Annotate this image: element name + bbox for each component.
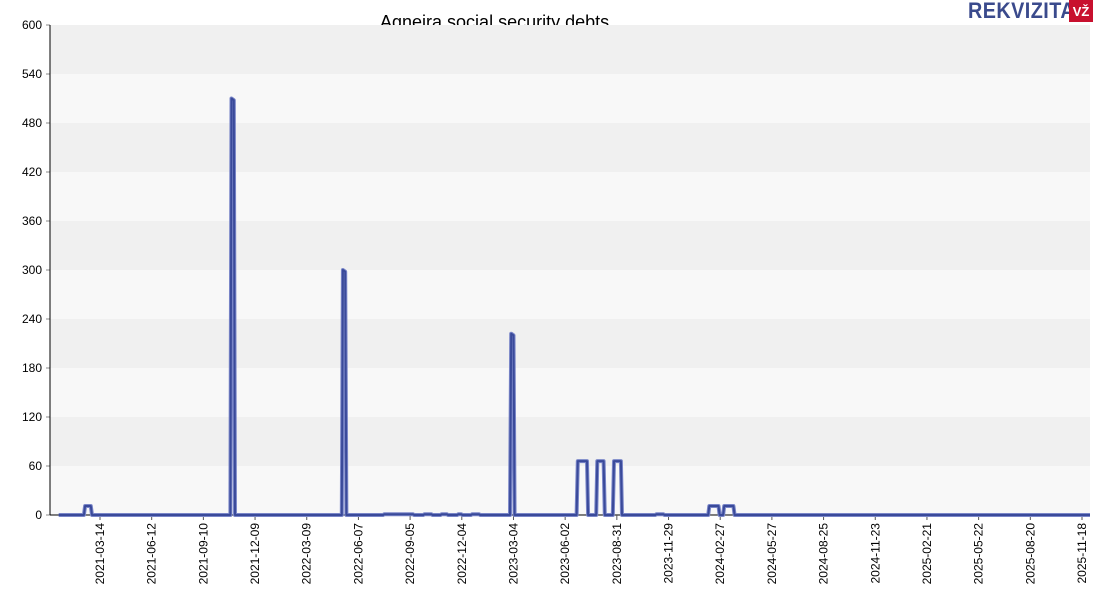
- grid-band: [50, 466, 1090, 515]
- series-line: [58, 97, 1090, 516]
- y-tick-label: 180: [22, 361, 42, 375]
- y-tick-label: 300: [22, 263, 42, 277]
- x-tick-label: 2025-02-21: [920, 523, 934, 585]
- grid-band: [50, 221, 1090, 270]
- x-tick-label: 2022-03-09: [300, 523, 314, 585]
- grid-band: [50, 123, 1090, 172]
- y-tick-label: 0: [35, 508, 42, 522]
- grid-band: [50, 270, 1090, 319]
- x-tick-label: 2021-03-14: [93, 523, 107, 585]
- x-tick-label: 2022-06-07: [351, 523, 365, 585]
- rekvizitai-logo[interactable]: REKVIZITAI VŽ: [968, 0, 1094, 22]
- grid-band: [50, 368, 1090, 417]
- logo-wordmark: REKVIZITAI: [968, 0, 1082, 23]
- x-tick-label: 2023-03-04: [506, 523, 520, 585]
- x-tick-label: 2021-06-12: [145, 523, 159, 585]
- grid-band: [50, 417, 1090, 466]
- logo-badge: VŽ: [1069, 0, 1093, 22]
- x-tick-label: 2023-06-02: [558, 523, 572, 585]
- grid-band: [50, 319, 1090, 368]
- x-tick-label: 2025-08-20: [1023, 523, 1037, 585]
- x-tick-label: 2025-05-22: [972, 523, 986, 585]
- x-tick-label: 2023-08-31: [610, 523, 624, 585]
- y-tick-label: 360: [22, 214, 42, 228]
- x-tick-label: 2023-11-29: [662, 523, 676, 584]
- x-tick-label: 2022-12-04: [455, 523, 469, 585]
- x-tick-label: 2022-09-05: [403, 523, 417, 585]
- x-tick-label: 2024-05-27: [765, 523, 779, 585]
- x-tick-label: 2025-11-18: [1075, 523, 1089, 584]
- x-tick-label: 2024-08-25: [817, 523, 831, 585]
- y-tick-label: 540: [22, 67, 42, 81]
- grid-band: [50, 172, 1090, 221]
- x-tick-label: 2024-11-23: [868, 523, 882, 584]
- y-tick-label: 600: [22, 18, 42, 32]
- x-tick-label: 2024-02-27: [713, 523, 727, 585]
- x-tick-label: 2021-09-10: [196, 523, 210, 585]
- y-tick-label: 60: [29, 459, 43, 473]
- x-tick-label: 2021-12-09: [248, 523, 262, 585]
- y-tick-label: 120: [22, 410, 42, 424]
- y-tick-label: 480: [22, 116, 42, 130]
- grid-band: [50, 25, 1090, 74]
- grid-band: [50, 74, 1090, 123]
- y-tick-label: 420: [22, 165, 42, 179]
- y-tick-label: 240: [22, 312, 42, 326]
